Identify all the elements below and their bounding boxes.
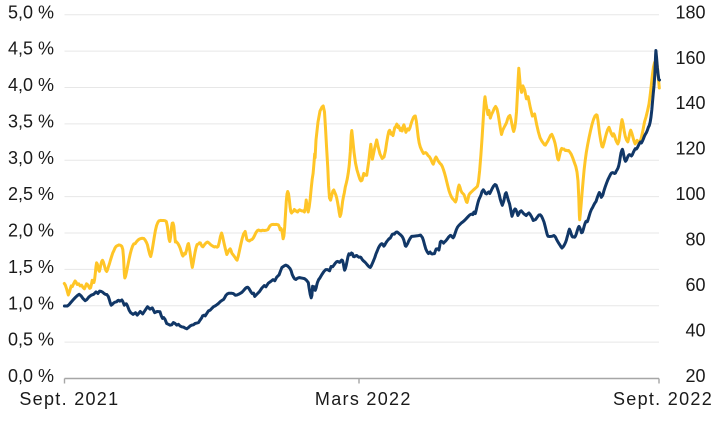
svg-text:2,5 %: 2,5 % xyxy=(8,184,54,204)
svg-text:80: 80 xyxy=(685,230,705,250)
svg-text:20: 20 xyxy=(685,366,705,386)
svg-text:40: 40 xyxy=(685,321,705,341)
svg-text:0,5 %: 0,5 % xyxy=(8,330,54,350)
svg-text:Mars 2022: Mars 2022 xyxy=(315,389,412,409)
svg-text:120: 120 xyxy=(675,139,705,159)
svg-text:100: 100 xyxy=(675,184,705,204)
svg-text:Sept. 2022: Sept. 2022 xyxy=(613,389,713,409)
svg-text:140: 140 xyxy=(675,93,705,113)
svg-text:60: 60 xyxy=(685,275,705,295)
svg-text:1,5 %: 1,5 % xyxy=(8,257,54,277)
svg-text:1,0 %: 1,0 % xyxy=(8,293,54,313)
svg-text:3,0 %: 3,0 % xyxy=(8,148,54,168)
svg-text:2,0 %: 2,0 % xyxy=(8,221,54,241)
svg-text:4,5 %: 4,5 % xyxy=(8,39,54,59)
svg-text:Sept. 2021: Sept. 2021 xyxy=(19,389,119,409)
svg-text:3,5 %: 3,5 % xyxy=(8,111,54,131)
svg-text:4,0 %: 4,0 % xyxy=(8,75,54,95)
svg-text:160: 160 xyxy=(675,48,705,68)
svg-text:0,0 %: 0,0 % xyxy=(8,366,54,386)
svg-text:180: 180 xyxy=(675,2,705,22)
svg-text:5,0 %: 5,0 % xyxy=(8,2,54,22)
